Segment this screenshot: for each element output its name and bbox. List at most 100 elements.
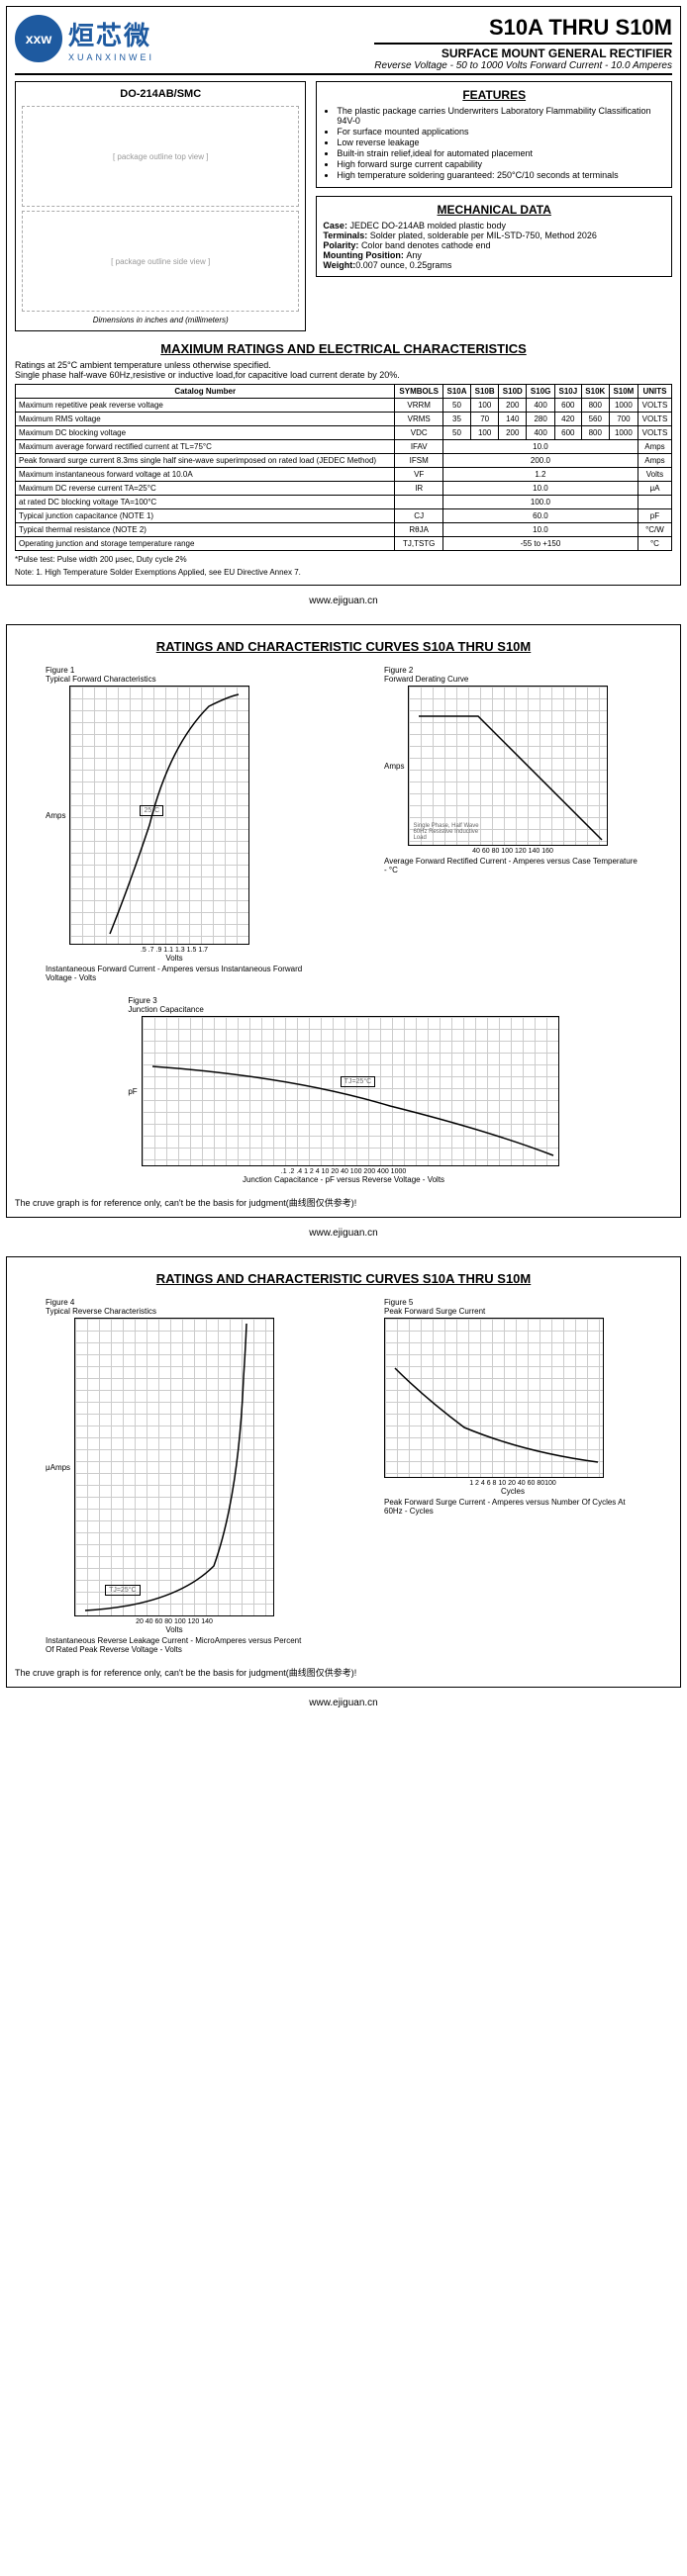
fig1-sub: Typical Forward Characteristics <box>46 675 156 684</box>
fig4-xlabel: Volts <box>46 1625 303 1634</box>
mech-mounting: Any <box>406 250 422 260</box>
fig4-num: Figure 4 <box>46 1298 74 1307</box>
ratings-row: Peak forward surge current 8.3ms single … <box>16 454 672 468</box>
fig5-num: Figure 5 <box>384 1298 413 1307</box>
fig3-chart: TJ=25°C <box>142 1016 559 1166</box>
ratings-title: MAXIMUM RATINGS AND ELECTRICAL CHARACTER… <box>15 341 672 356</box>
fig1-ylabel: Amps <box>46 811 65 820</box>
curves-title-2: RATINGS AND CHARACTERISTIC CURVES S10A T… <box>15 639 672 654</box>
footer-3: www.ejiguan.cn <box>0 1698 687 1708</box>
fig3-sub: Junction Capacitance <box>128 1005 204 1014</box>
fig3-ylabel: pF <box>128 1087 137 1096</box>
ratings-row: Maximum average forward rectified curren… <box>16 440 672 454</box>
page-1: xxw 烜芯微 XUANXINWEI S10A THRU S10M SURFAC… <box>6 6 681 586</box>
page-2: RATINGS AND CHARACTERISTIC CURVES S10A T… <box>6 624 681 1218</box>
fig4-note: TJ=25°C <box>105 1585 141 1596</box>
fig5-caption: Peak Forward Surge Current - Amperes ver… <box>384 1498 641 1516</box>
fig4-sub: Typical Reverse Characteristics <box>46 1307 156 1316</box>
fig4-ylabel: μAmps <box>46 1463 70 1472</box>
fig5-chart <box>384 1318 604 1478</box>
fig4-caption: Instantaneous Reverse Leakage Current - … <box>46 1636 303 1654</box>
top-columns: DO-214AB/SMC [ package outline top view … <box>15 81 672 331</box>
curves-title-3: RATINGS AND CHARACTERISTIC CURVES S10A T… <box>15 1271 672 1286</box>
fig4-xticks: 20 40 60 80 100 120 140 <box>46 1618 303 1625</box>
ratings-header-cell: Catalog Number <box>16 385 395 399</box>
features-box: FEATURES The plastic package carries Und… <box>316 81 672 188</box>
footer-2: www.ejiguan.cn <box>0 1228 687 1239</box>
fig3-note: TJ=25°C <box>341 1076 376 1087</box>
fig5-xticks: 1 2 4 6 8 10 20 40 60 80100 <box>384 1480 641 1487</box>
ratings-row: Maximum DC reverse current TA=25°CIR10.0… <box>16 482 672 496</box>
ratings-row: Typical junction capacitance (NOTE 1)CJ6… <box>16 509 672 523</box>
logo: xxw 烜芯微 XUANXINWEI <box>15 15 154 62</box>
footer-1: www.ejiguan.cn <box>0 596 687 606</box>
mech-terminals: Solder plated, solderable per MIL-STD-75… <box>370 230 597 240</box>
logo-icon: xxw <box>15 15 62 62</box>
main-title: S10A THRU S10M <box>374 15 672 41</box>
ratings-header-cell: SYMBOLS <box>395 385 443 399</box>
ratings-header-cell: S10G <box>527 385 555 399</box>
figure-1: Figure 1Typical Forward Characteristics … <box>46 666 303 982</box>
fig1-xlabel: Volts <box>46 954 303 963</box>
feature-item: Low reverse leakage <box>337 138 665 147</box>
fig3-xticks: .1 .2 .4 1 2 4 10 20 40 100 200 400 1000 <box>128 1168 558 1175</box>
mechanical-title: MECHANICAL DATA <box>323 203 665 217</box>
fig3-num: Figure 3 <box>128 996 156 1005</box>
fig4-chart: TJ=25°C <box>74 1318 274 1616</box>
fig2-sub: Forward Derating Curve <box>384 675 468 684</box>
footnote-note: Note: 1. High Temperature Solder Exempti… <box>15 568 672 577</box>
fig2-ylabel: Amps <box>384 762 404 771</box>
dims-note: Dimensions in inches and (millimeters) <box>22 316 299 324</box>
fig5-sub: Peak Forward Surge Current <box>384 1307 485 1316</box>
ratings-header-cell: S10A <box>442 385 470 399</box>
package-label: DO-214AB/SMC <box>22 88 299 100</box>
ratings-header-cell: S10M <box>609 385 638 399</box>
package-diagram-top: [ package outline top view ] <box>22 106 299 207</box>
fig1-xticks: .5 .7 .9 1.1 1.3 1.5 1.7 <box>46 947 303 954</box>
figure-2: Figure 2Forward Derating Curve Amps Sing… <box>384 666 641 982</box>
footnote-star: *Pulse test: Pulse width 200 μsec, Duty … <box>15 555 672 564</box>
ratings-row: at rated DC blocking voltage TA=100°C100… <box>16 496 672 509</box>
feature-item: The plastic package carries Underwriters… <box>337 106 665 126</box>
mechanical-box: MECHANICAL DATA Case: JEDEC DO-214AB mol… <box>316 196 672 277</box>
page-3: RATINGS AND CHARACTERISTIC CURVES S10A T… <box>6 1256 681 1688</box>
fig2-caption: Average Forward Rectified Current - Ampe… <box>384 857 641 874</box>
logo-en: XUANXINWEI <box>68 52 154 62</box>
ratings-header-cell: S10K <box>581 385 609 399</box>
fig3-caption: Junction Capacitance - pF versus Reverse… <box>215 1175 472 1184</box>
ratings-header-cell: S10J <box>554 385 581 399</box>
mech-polarity: Color band denotes cathode end <box>361 240 491 250</box>
ratings-note: Ratings at 25°C ambient temperature unle… <box>15 360 672 380</box>
sub-title: SURFACE MOUNT GENERAL RECTIFIER <box>374 46 672 60</box>
figure-4: Figure 4Typical Reverse Characteristics … <box>46 1298 303 1654</box>
header: xxw 烜芯微 XUANXINWEI S10A THRU S10M SURFAC… <box>15 15 672 71</box>
package-diagram-side: [ package outline side view ] <box>22 211 299 312</box>
fig2-num: Figure 2 <box>384 666 413 675</box>
fig5-xlabel: Cycles <box>384 1487 641 1496</box>
disclaimer-2: The cruve graph is for reference only, c… <box>15 1196 672 1209</box>
fig2-note: Single Phase, Half Wave 60Hz Resistive I… <box>413 823 492 841</box>
features-list: The plastic package carries Underwriters… <box>323 106 665 180</box>
ratings-row: Maximum DC blocking voltageVDC5010020040… <box>16 426 672 440</box>
ratings-table: Catalog NumberSYMBOLSS10AS10BS10DS10GS10… <box>15 384 672 551</box>
mech-weight: 0.007 ounce, 0.25grams <box>355 260 451 270</box>
fig1-chart: 25°C <box>69 686 249 945</box>
disclaimer-3: The cruve graph is for reference only, c… <box>15 1666 672 1679</box>
feature-item: High temperature soldering guaranteed: 2… <box>337 170 665 180</box>
package-column: DO-214AB/SMC [ package outline top view … <box>15 81 306 331</box>
mech-case: JEDEC DO-214AB molded plastic body <box>349 221 506 230</box>
ratings-row: Maximum repetitive peak reverse voltageV… <box>16 399 672 413</box>
ratings-row: Typical thermal resistance (NOTE 2)RθJA1… <box>16 523 672 537</box>
fig1-note: 25°C <box>140 805 163 816</box>
figure-3: Figure 3Junction Capacitance pF TJ=25°C … <box>128 996 558 1184</box>
ratings-header-cell: S10B <box>471 385 499 399</box>
figure-5: Figure 5Peak Forward Surge Current 1 2 4… <box>384 1298 641 1654</box>
ratings-row: Maximum RMS voltageVRMS35701402804205607… <box>16 413 672 426</box>
ratings-row: Operating junction and storage temperatu… <box>16 537 672 551</box>
ratings-header-cell: S10D <box>499 385 527 399</box>
feature-item: Built-in strain relief,ideal for automat… <box>337 148 665 158</box>
fig1-caption: Instantaneous Forward Current - Amperes … <box>46 965 303 982</box>
feature-item: High forward surge current capability <box>337 159 665 169</box>
fig1-num: Figure 1 <box>46 666 74 675</box>
sub-title2: Reverse Voltage - 50 to 1000 Volts Forwa… <box>374 60 672 71</box>
